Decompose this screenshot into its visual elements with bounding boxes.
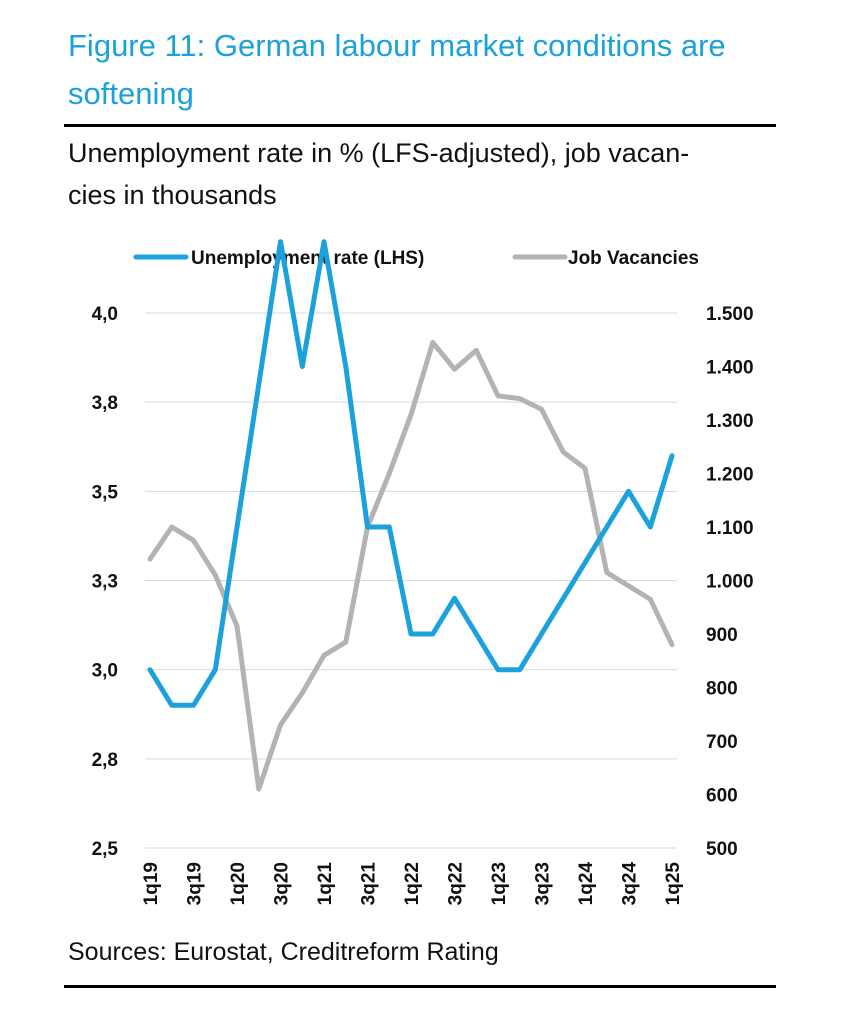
x-tick-label: 3q24 xyxy=(620,862,641,906)
top-rule xyxy=(64,124,776,127)
line-chart: Unemployment rate (LHS) Job Vacancies 4,… xyxy=(92,239,754,906)
chart-subtitle-line-1: Unemployment rate in % (LFS-adjusted), j… xyxy=(68,138,690,168)
y-right-tick-label: 500 xyxy=(706,839,738,860)
y-right-tick-label: 800 xyxy=(706,679,738,700)
y-right-tick-label: 700 xyxy=(706,732,738,753)
y-axis-left: 4,0 3,8 3,5 3,3 3,0 2,8 2,5 xyxy=(92,304,119,860)
x-tick-label: 3q23 xyxy=(533,862,554,905)
chart-title: Figure 11: German labour market conditio… xyxy=(68,22,788,118)
chart-title-line-2: softening xyxy=(68,76,194,111)
y-left-tick-label: 3,3 xyxy=(92,572,118,593)
x-tick-label: 1q25 xyxy=(663,862,684,906)
x-tick-label: 1q21 xyxy=(315,862,336,906)
bottom-rule xyxy=(64,985,776,988)
y-left-tick-label: 4,0 xyxy=(92,304,118,325)
chart-subtitle-line-2: cies in thousands xyxy=(68,180,277,210)
y-right-tick-label: 600 xyxy=(706,786,738,807)
y-axis-right: 1.500 1.400 1.300 1.200 1.100 1.000 900 800 700 6… xyxy=(706,304,754,860)
y-left-tick-label: 2,8 xyxy=(92,750,118,771)
y-right-tick-label: 1.100 xyxy=(706,518,754,539)
y-left-tick-label: 2,5 xyxy=(92,839,119,860)
y-left-tick-label: 3,5 xyxy=(92,482,119,503)
x-tick-label: 1q23 xyxy=(489,862,510,905)
y-right-tick-label: 1.400 xyxy=(706,358,754,379)
gridlines xyxy=(145,312,677,849)
y-right-tick-label: 1.500 xyxy=(706,304,754,325)
legend-label-vacancies: Job Vacancies xyxy=(568,248,699,269)
y-right-tick-label: 1.000 xyxy=(706,572,754,593)
x-tick-label: 1q19 xyxy=(141,862,162,905)
x-tick-label: 3q21 xyxy=(359,862,380,906)
source-note: Sources: Eurostat, Creditreform Rating xyxy=(68,938,499,966)
chart-title-line-1: Figure 11: German labour market conditio… xyxy=(68,28,726,63)
y-left-tick-label: 3,8 xyxy=(92,393,118,414)
x-tick-label: 3q22 xyxy=(446,862,467,905)
x-axis: 1q19 3q19 1q20 3q20 1q21 3q21 1q22 3q22 1q23 3q23… xyxy=(141,862,684,906)
y-right-tick-label: 900 xyxy=(706,625,738,646)
x-tick-label: 3q19 xyxy=(185,862,206,905)
x-tick-label: 1q20 xyxy=(228,862,249,905)
series-line-vacancies xyxy=(147,339,675,792)
legend-label-unemployment: Unemployment rate (LHS) xyxy=(191,248,424,269)
y-right-tick-label: 1.300 xyxy=(706,411,754,432)
x-tick-label: 1q22 xyxy=(402,862,423,905)
y-left-tick-label: 3,0 xyxy=(92,661,118,682)
y-right-tick-label: 1.200 xyxy=(706,465,754,486)
series-lines xyxy=(147,239,675,792)
chart-subtitle: Unemployment rate in % (LFS-adjusted), j… xyxy=(68,132,788,216)
x-tick-label: 1q24 xyxy=(576,862,597,906)
x-tick-label: 3q20 xyxy=(272,862,293,905)
series-line-unemployment xyxy=(147,239,675,708)
